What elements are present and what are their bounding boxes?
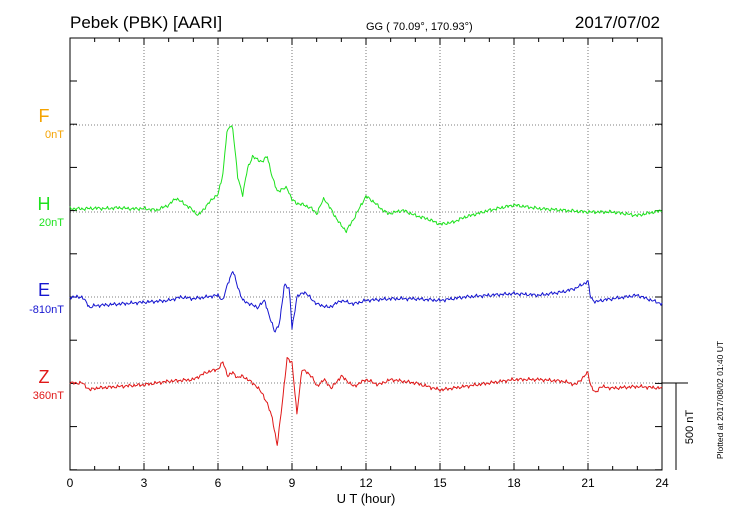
x-tick-label: 3 bbox=[141, 476, 148, 490]
x-tick-label: 18 bbox=[507, 476, 521, 490]
series-name-label: Z bbox=[39, 367, 50, 387]
x-tick-label: 24 bbox=[655, 476, 669, 490]
x-tick-label: 15 bbox=[433, 476, 447, 490]
series-lines bbox=[69, 125, 663, 446]
series-baseline-label: 20nT bbox=[39, 217, 64, 229]
axis-ticks bbox=[69, 38, 663, 471]
series-line-h bbox=[69, 125, 662, 234]
x-tick-label: 6 bbox=[215, 476, 222, 490]
station-coordinates: GG ( 70.09°, 170.93°) bbox=[366, 21, 473, 33]
scale-bar bbox=[662, 382, 688, 470]
series-name-label: E bbox=[38, 280, 50, 300]
grid-lines bbox=[143, 38, 589, 470]
series-line-e bbox=[69, 271, 663, 333]
series-name-label: F bbox=[39, 106, 50, 126]
x-tick-label: 0 bbox=[67, 476, 74, 490]
x-tick-label: 21 bbox=[581, 476, 595, 490]
x-tick-label: 12 bbox=[359, 476, 373, 490]
series-baseline-label: 360nT bbox=[33, 390, 64, 402]
series-baseline-label: 0nT bbox=[45, 129, 64, 141]
series-baseline-label: -810nT bbox=[29, 304, 64, 316]
scale-bar-label: 500 nT bbox=[684, 410, 696, 445]
chart-title: Pebek (PBK) [AARI] bbox=[70, 13, 222, 32]
x-tick-labels: 0 3 6 9 12 15 18 21 24 bbox=[67, 476, 669, 490]
x-axis-label: U T (hour) bbox=[337, 491, 396, 506]
x-tick-label: 9 bbox=[289, 476, 296, 490]
plotted-timestamp: Plotted at 2017/08/02 01:40 UT bbox=[715, 341, 725, 459]
series-name-label: H bbox=[38, 194, 51, 214]
series-labels: F 0nT H 20nT E -810nT Z 360nT bbox=[29, 106, 64, 402]
chart-date: 2017/07/02 bbox=[575, 13, 660, 32]
series-line-z bbox=[69, 357, 663, 446]
